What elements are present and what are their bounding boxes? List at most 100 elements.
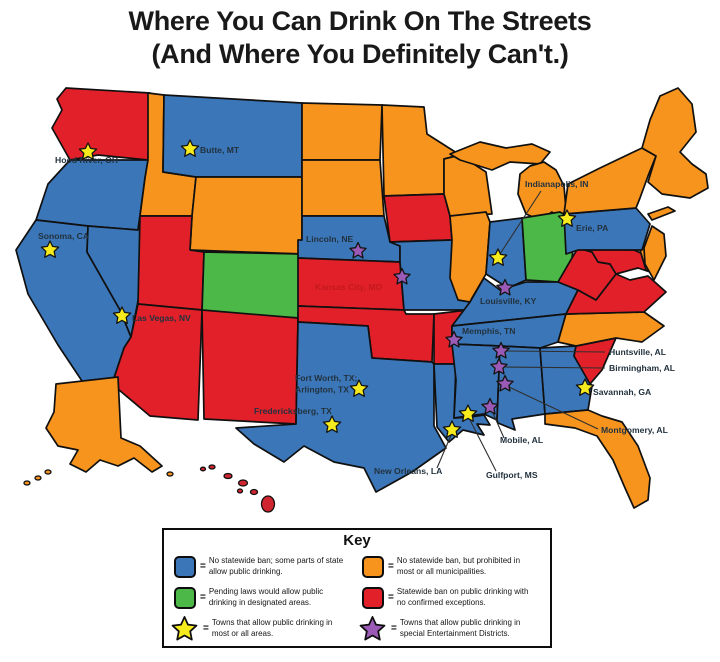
yellow-star-icon	[171, 615, 198, 640]
equals-sign: =	[391, 623, 397, 634]
key-title: Key	[343, 532, 371, 549]
yellow-star-marker	[180, 139, 200, 157]
state-OR	[35, 159, 149, 231]
purple-star-marker	[496, 374, 514, 392]
equals-sign: =	[200, 592, 206, 603]
city-label: Mobile, AL	[500, 435, 543, 445]
yellow-star-marker	[112, 306, 132, 324]
state-NJ	[643, 225, 667, 281]
equals-sign: =	[388, 561, 394, 572]
red-square-icon	[362, 586, 384, 609]
blue-square-icon	[174, 555, 196, 578]
state-HI-island	[208, 464, 216, 470]
map-key: Key = No statewide ban; some parts of st…	[162, 528, 552, 648]
state-HI-island	[223, 472, 233, 480]
state-MI_LOW	[517, 161, 567, 221]
orange-square-icon	[362, 555, 384, 578]
aleutian-island	[44, 469, 52, 475]
title-line-2: (And Where You Definitely Can't.)	[151, 39, 569, 69]
state-CO	[201, 251, 303, 319]
purple-star-marker	[490, 357, 508, 375]
state-HI-island	[260, 495, 276, 513]
city-label: Huntsville, AL	[609, 347, 666, 357]
state-NENG	[641, 87, 709, 199]
city-label: Fredericksberg, TX	[254, 406, 332, 416]
city-label: New Orleans, LA	[374, 466, 442, 476]
state-WA	[51, 87, 151, 161]
key-entry-orange: = No statewide ban, but prohibited in mo…	[358, 551, 546, 582]
leader-line	[504, 366, 606, 369]
equals-sign: =	[388, 592, 394, 603]
key-entry-green: = Pending laws would allow public drinki…	[170, 582, 358, 613]
state-NC	[557, 311, 665, 347]
purple-star-marker	[445, 330, 463, 348]
equals-sign: =	[200, 561, 206, 572]
aleutian-island	[23, 480, 31, 486]
state-LI	[647, 206, 676, 221]
state-HI-island	[199, 466, 207, 472]
key-entry-red: = Statewide ban on public drinking with …	[358, 582, 546, 613]
city-label: Lincoln, NE	[306, 234, 354, 244]
state-IN	[485, 217, 527, 289]
yellow-star-shape	[171, 615, 198, 640]
city-label: Sonoma, CA	[38, 231, 89, 241]
state-HI-island	[236, 488, 244, 494]
purple-star-icon	[359, 615, 386, 640]
purple-star-marker	[496, 278, 514, 296]
purple-star-marker	[492, 341, 510, 359]
aleutian-island	[166, 471, 174, 477]
state-SD	[301, 159, 385, 217]
key-entry-blue: = No statewide ban; some parts of state …	[170, 551, 358, 582]
purple-star-marker	[481, 397, 499, 415]
yellow-star-marker	[575, 378, 595, 396]
city-label: Erie, PA	[576, 223, 608, 233]
title-line-1: Where You Can Drink On The Streets	[128, 6, 592, 36]
state-IA	[383, 193, 453, 243]
purple-star-marker	[393, 267, 411, 285]
yellow-star-marker	[322, 415, 342, 433]
leader-line	[506, 350, 606, 353]
state-MI_UP	[449, 141, 551, 171]
city-label: Butte, MT	[200, 145, 240, 155]
yellow-star-marker	[40, 240, 60, 258]
city-label: Fort Worth, TX; Arlington, TX	[295, 373, 358, 395]
city-label: Las Vegas, NV	[132, 313, 191, 323]
city-label: Memphis, TN	[462, 326, 515, 336]
purple-star-shape	[359, 615, 386, 640]
key-entry-text: Towns that allow public drinking in spec…	[399, 618, 521, 638]
yellow-star-marker	[349, 379, 369, 397]
city-label: Savannah, GA	[593, 387, 651, 397]
state-HI-island	[237, 479, 249, 487]
state-AZ	[111, 303, 203, 421]
city-label: Kansas City, MO	[315, 282, 382, 292]
city-label: Indianapolis, IN	[525, 179, 589, 189]
city-label: Montgomery, AL	[601, 425, 668, 435]
green-square-icon	[174, 586, 196, 609]
key-entry-text: Towns that allow public drinking in most…	[211, 618, 333, 638]
state-AK	[45, 376, 163, 473]
page-title: Where You Can Drink On The Streets (And …	[0, 5, 720, 71]
state-TX	[235, 321, 447, 493]
equals-sign: =	[203, 623, 209, 634]
leader-line	[436, 432, 453, 469]
state-ND	[301, 102, 383, 161]
aleutian-island	[34, 475, 42, 481]
key-entry-purple-star: = Towns that allow public drinking in sp…	[358, 613, 546, 644]
yellow-star-marker	[442, 420, 462, 438]
city-label: Louisville, KY	[480, 296, 537, 306]
yellow-star-marker	[557, 209, 577, 227]
state-MT	[162, 94, 303, 178]
leader-line	[508, 386, 599, 430]
city-label: Gulfport, MS	[486, 470, 538, 480]
leader-line	[499, 190, 542, 255]
city-label: Hood River, OR	[55, 155, 119, 165]
yellow-star-marker	[78, 142, 98, 160]
key-entry-text: No statewide ban; some parts of state al…	[208, 556, 344, 576]
key-grid: = No statewide ban; some parts of state …	[170, 551, 550, 644]
state-FL	[544, 409, 651, 509]
leader-line	[468, 417, 497, 472]
purple-star-marker	[349, 241, 367, 259]
key-entry-yellow-star: = Towns that allow public drinking in mo…	[170, 613, 358, 644]
